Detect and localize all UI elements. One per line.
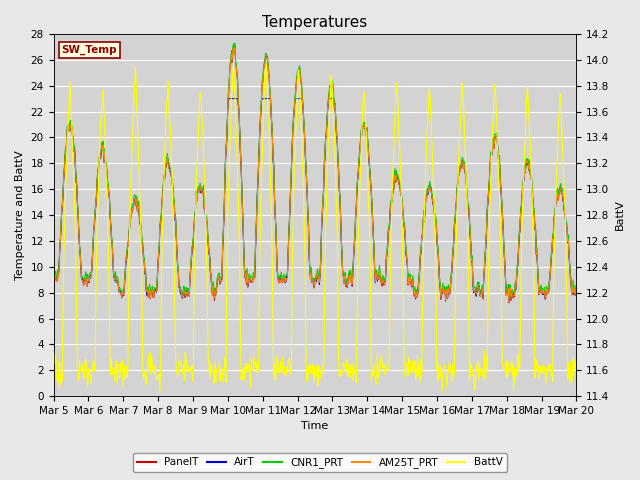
Y-axis label: BattV: BattV (615, 200, 625, 230)
Title: Temperatures: Temperatures (262, 15, 367, 30)
Text: SW_Temp: SW_Temp (61, 45, 117, 55)
Legend: PanelT, AirT, CNR1_PRT, AM25T_PRT, BattV: PanelT, AirT, CNR1_PRT, AM25T_PRT, BattV (133, 453, 507, 472)
Y-axis label: Temperature and BattV: Temperature and BattV (15, 150, 25, 280)
X-axis label: Time: Time (301, 421, 328, 432)
